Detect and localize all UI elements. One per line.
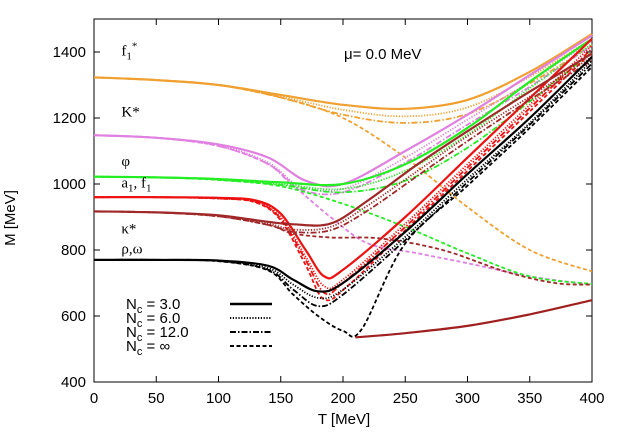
x-tick-label: 350 [517, 390, 542, 407]
x-tick-label: 0 [90, 390, 98, 407]
y-tick-label: 600 [61, 308, 86, 325]
curve-labels: f1* K* φ a1, f1 κ* ρ,ω [121, 40, 151, 257]
curve-label-phi: φ [121, 154, 130, 170]
x-tick-label: 150 [268, 390, 293, 407]
legend-entry-nc12: Nc = 12.0 [126, 324, 272, 344]
curve-label-f1star: f1* [121, 40, 137, 62]
curve-label-kappastar: κ* [121, 222, 136, 238]
y-tick-label: 1400 [53, 44, 86, 61]
x-axis-title: T [MeV] [318, 411, 370, 428]
legend-label: Nc = 3.0 [126, 296, 180, 316]
legend-entry-nc3: Nc = 3.0 [126, 296, 272, 316]
x-tick-label: 400 [579, 390, 604, 407]
series-line-kappastar-nc-17 [93, 56, 593, 231]
y-tick-label: 1200 [53, 110, 86, 127]
legend-entry-ncinf: Nc = ∞ [126, 338, 272, 358]
x-tick-label: 50 [148, 390, 165, 407]
series-line-kstar-nc-7 [93, 134, 593, 286]
legend-label: Nc = 6.0 [126, 310, 180, 330]
series-line-kstar-nc-6 [93, 44, 593, 196]
series-line-phi-nc-11 [93, 175, 593, 285]
series-line-rhoomega-nc-23 [93, 66, 593, 338]
legend-entry-nc6: Nc = 6.0 [126, 310, 272, 330]
mu-annotation: μ= 0.0 MeV [344, 46, 421, 63]
x-tick-label: 250 [393, 390, 418, 407]
series-line-a1f1-nc-14 [93, 48, 593, 296]
axes: 0 50 100 150 200 250 300 350 400 400 600 800 1000 120… [53, 19, 605, 407]
series-line-sigma-nc-24 [355, 299, 593, 339]
legend-label: Nc = ∞ [126, 338, 170, 358]
y-axis-title: M [MeV] [2, 190, 19, 246]
legend: Nc = 3.0Nc = 6.0Nc = 12.0Nc = ∞ [126, 296, 272, 358]
series-line-rhoomega-nc-21 [93, 59, 593, 300]
x-tick-label: 300 [455, 390, 480, 407]
y-tick-label: 400 [61, 374, 86, 391]
series-line-f1star-nc-3 [93, 76, 593, 273]
series-line-phi-nc-9 [93, 43, 593, 191]
curve-label-rhoomega: ρ,ω [121, 241, 142, 257]
y-tick-label: 1000 [53, 176, 86, 193]
series-group [93, 32, 593, 339]
x-tick-label: 200 [330, 390, 355, 407]
series-line-kappastar-nc-18 [93, 59, 593, 234]
x-tick-label: 100 [206, 390, 231, 407]
y-tick-label: 800 [61, 242, 86, 259]
curve-label-kstar: K* [121, 104, 139, 120]
legend-label: Nc = 12.0 [126, 324, 189, 344]
curve-label-a1f1: a1, f1 [121, 175, 151, 194]
